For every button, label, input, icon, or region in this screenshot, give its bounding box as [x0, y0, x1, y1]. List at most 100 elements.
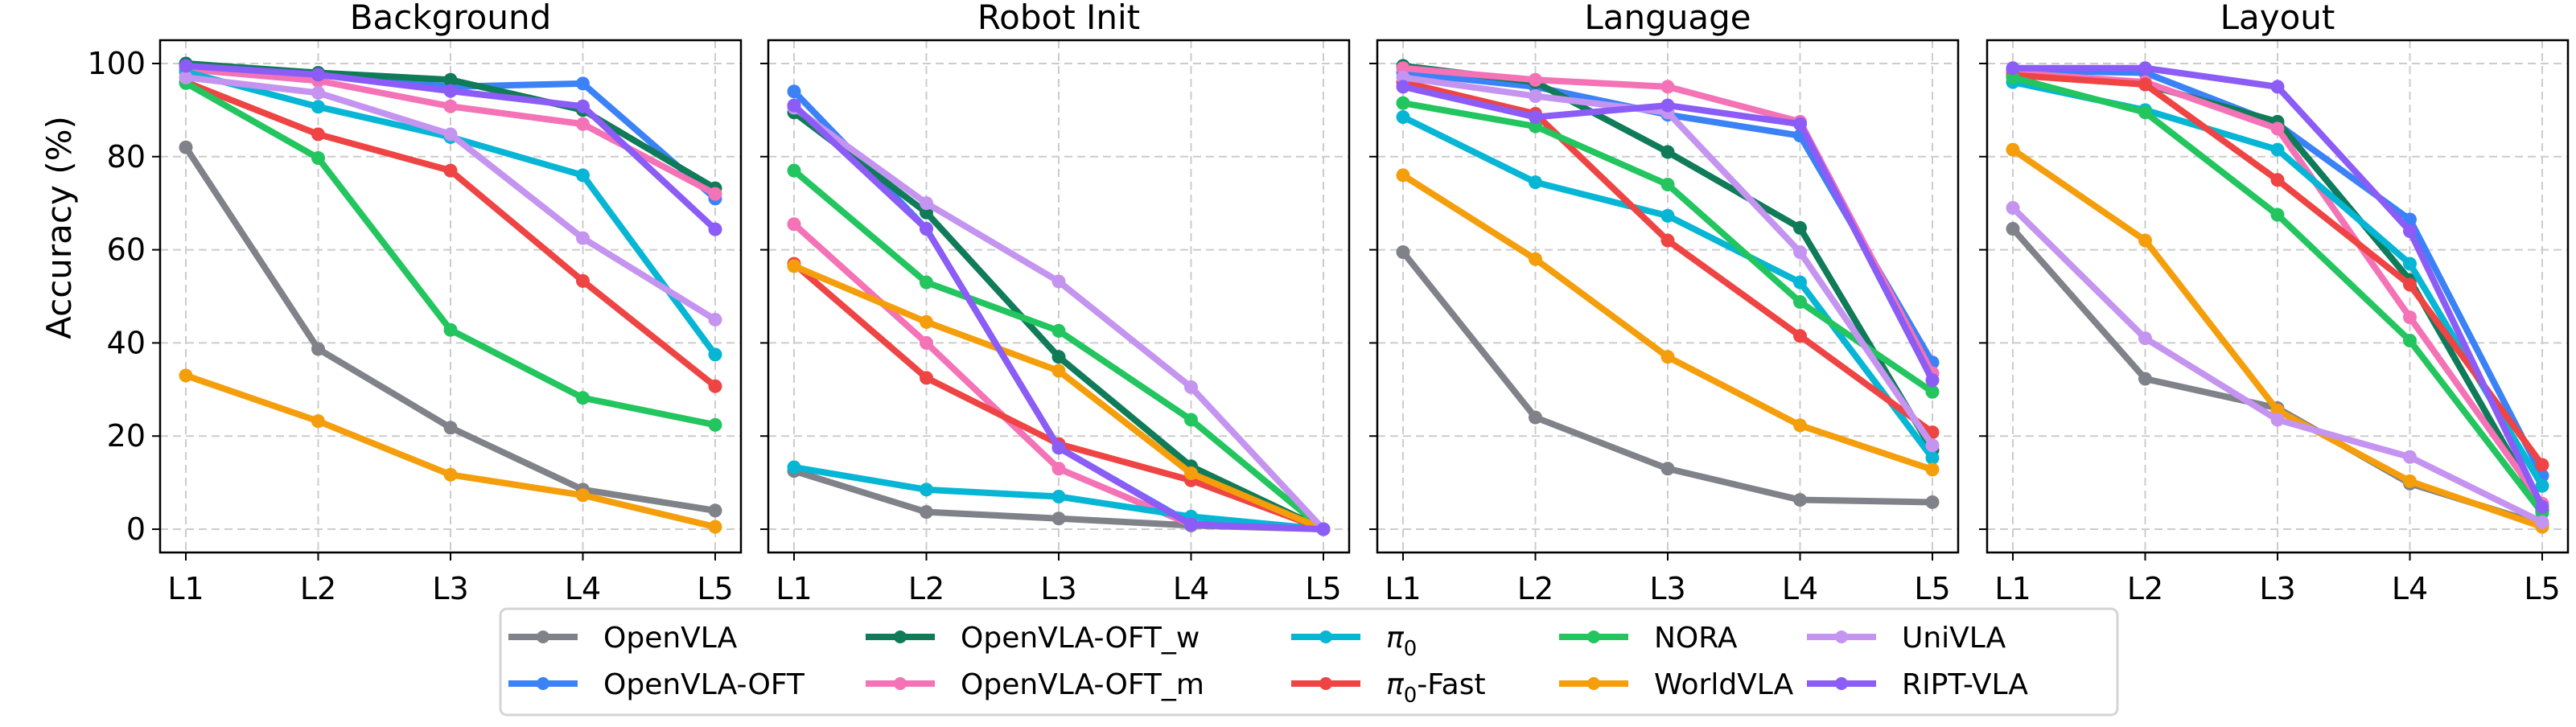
data-point [1660, 178, 1675, 192]
legend-marker [1587, 630, 1600, 643]
data-point [787, 98, 801, 113]
panel-layout: L1 L2 L3 L4 L5 Layout [1979, 0, 2570, 606]
data-point [311, 342, 325, 356]
data-point [2535, 458, 2549, 472]
data-point [311, 68, 325, 82]
series-univla [179, 70, 722, 327]
data-point [1660, 208, 1675, 223]
series-ript-vla [787, 98, 1331, 536]
legend-item-openvla: OpenVLA [508, 622, 738, 655]
data-point [1660, 145, 1675, 159]
data-point [1529, 252, 1542, 266]
legend-marker [1319, 677, 1332, 690]
series-ript-vla [179, 59, 722, 236]
data-point [2403, 277, 2417, 292]
series-pi0-fast [1396, 75, 1940, 440]
data-point [1051, 364, 1066, 378]
data-point [2006, 222, 2020, 236]
legend-marker [1587, 677, 1600, 690]
x-tick-label: L5 [2524, 571, 2560, 606]
legend: OpenVLA OpenVLA-OFT OpenVLA-OFT_w OpenVLA-O… [499, 607, 2119, 717]
series-ript-vla [2006, 61, 2549, 514]
data-point [576, 391, 590, 405]
data-point [1925, 438, 1940, 453]
x-tick-label: L1 [1385, 571, 1421, 606]
data-point [2138, 105, 2152, 120]
data-point [1925, 495, 1940, 509]
panel-frame [1376, 39, 1960, 554]
data-point [1396, 168, 1410, 183]
legend-marker [1835, 630, 1848, 643]
data-point [2535, 479, 2549, 493]
series-worldvla [179, 368, 722, 534]
data-point [1793, 117, 1807, 131]
panel-frame [767, 39, 1351, 554]
data-point [1184, 517, 1198, 532]
data-point [576, 273, 590, 288]
data-point [1051, 274, 1066, 289]
x-tick-label: L2 [908, 571, 944, 606]
x-tick-label: L3 [2259, 571, 2295, 606]
legend-marker [1835, 677, 1848, 690]
y-tick-label: 100 [87, 46, 146, 81]
data-point [1051, 323, 1066, 338]
data-point [708, 312, 722, 327]
y-tick-label: 40 [107, 325, 146, 360]
data-point [1660, 350, 1675, 364]
data-point [2403, 310, 2417, 325]
data-point [708, 379, 722, 393]
x-tick-label: L5 [697, 571, 733, 606]
data-point [1051, 350, 1066, 364]
data-point [787, 163, 801, 178]
data-point [920, 196, 933, 211]
data-point [311, 100, 325, 114]
panels-group: 0 20 40 60 80 100 L1 L2 L3 L4 L5 Background L1 L2 L3 L4… [87, 0, 2570, 606]
data-point [2535, 499, 2549, 514]
x-tick-label: L4 [1782, 571, 1818, 606]
x-tick-label: L5 [1305, 571, 1341, 606]
x-tick-label: L2 [300, 571, 336, 606]
data-point [920, 314, 933, 329]
data-point [1051, 511, 1066, 526]
x-tick-label: L3 [1040, 571, 1076, 606]
data-point [576, 231, 590, 245]
y-axis-label: Accuracy (%) [39, 116, 79, 339]
data-point [576, 168, 590, 183]
x-tick-label: L3 [1649, 571, 1685, 606]
x-tick-label: L4 [565, 571, 601, 606]
legend-label: π0 [1386, 622, 1417, 661]
legend-label: π0-Fast [1386, 668, 1486, 708]
data-point [1396, 80, 1410, 94]
y-tick-label: 60 [107, 232, 146, 268]
legend-marker [894, 630, 907, 643]
data-point [1793, 294, 1807, 309]
panel-background: 0 20 40 60 80 100 L1 L2 L3 L4 L5 Background [87, 0, 743, 606]
data-point [576, 99, 590, 113]
data-point [708, 503, 722, 518]
legend-marker [537, 630, 549, 643]
data-point [443, 467, 458, 482]
x-tick-label: L1 [776, 571, 812, 606]
y-tick-label: 80 [107, 139, 146, 175]
data-point [708, 417, 722, 432]
y-tick-label: 0 [126, 511, 146, 547]
legend-label: OpenVLA [603, 622, 738, 655]
data-point [311, 85, 325, 100]
x-tick-label: L1 [1994, 571, 2031, 606]
legend-item-openvla-oft-w: OpenVLA-OFT_w [866, 622, 1200, 655]
data-point [2138, 77, 2152, 92]
x-tick-label: L2 [2127, 571, 2163, 606]
legend-marker [1319, 630, 1332, 643]
data-point [708, 222, 722, 236]
data-point [311, 127, 325, 142]
panel-title: Robot Init [977, 0, 1140, 37]
data-point [1660, 80, 1675, 94]
data-point [2138, 372, 2152, 386]
data-point [1051, 441, 1066, 455]
data-point [179, 368, 193, 383]
x-tick-label: L4 [2392, 571, 2428, 606]
data-point [311, 414, 325, 429]
data-point [2403, 224, 2417, 238]
x-tick-label: L1 [167, 571, 204, 606]
